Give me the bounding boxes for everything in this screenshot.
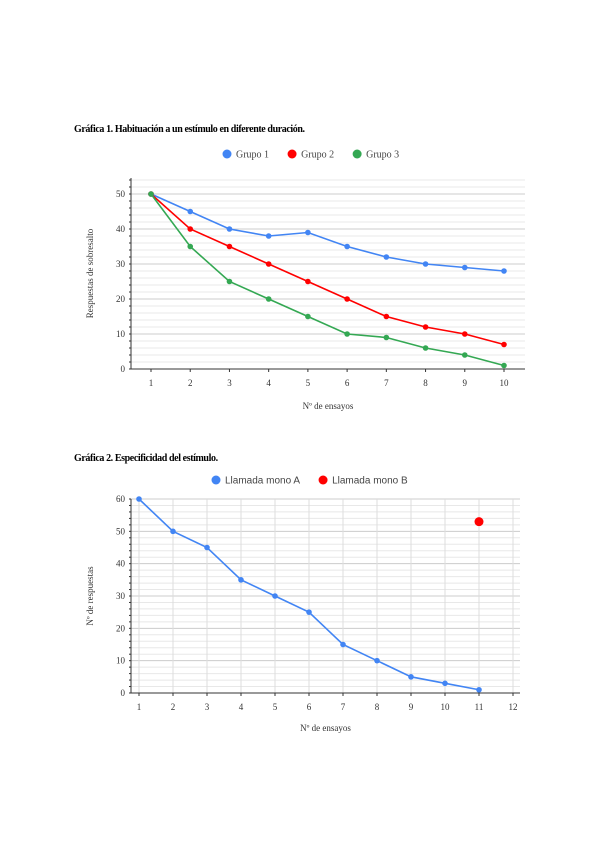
data-point xyxy=(374,657,380,664)
series-line-grupo-1 xyxy=(150,193,505,272)
data-point xyxy=(422,324,429,330)
data-point xyxy=(408,674,414,680)
x-tick-label: 6 xyxy=(345,378,350,388)
data-point xyxy=(476,686,482,693)
y-tick-label: 40 xyxy=(116,224,126,234)
legend-label: Grupo 3 xyxy=(366,150,399,161)
data-point xyxy=(383,334,390,341)
data-point xyxy=(383,313,390,320)
x-tick-label: 4 xyxy=(239,702,244,712)
data-point xyxy=(344,331,350,337)
data-point xyxy=(187,208,194,215)
y-tick-label: 50 xyxy=(116,526,126,536)
x-tick-label: 11 xyxy=(475,702,484,712)
x-tick-label: 10 xyxy=(500,378,510,388)
data-point xyxy=(148,191,154,197)
data-point xyxy=(187,226,194,232)
x-axis-label: Nº de ensayos xyxy=(303,401,354,411)
data-point xyxy=(501,341,507,348)
data-point xyxy=(305,229,311,236)
data-point xyxy=(226,226,233,232)
y-tick-label: 30 xyxy=(116,591,126,601)
data-point xyxy=(442,680,448,687)
y-tick-label: 0 xyxy=(121,688,126,698)
y-tick-label: 50 xyxy=(116,189,126,199)
data-point xyxy=(265,233,272,239)
data-point xyxy=(344,296,350,302)
x-tick-label: 5 xyxy=(306,378,311,388)
x-tick-label: 5 xyxy=(273,702,278,712)
data-point xyxy=(501,268,507,274)
data-point xyxy=(422,261,429,267)
x-tick-label: 8 xyxy=(423,378,428,388)
x-tick-label: 10 xyxy=(441,702,451,712)
data-point xyxy=(305,278,311,285)
x-axis-label: Nº de ensayos xyxy=(300,723,351,733)
legend-label: Grupo 2 xyxy=(301,150,334,161)
y-tick-label: 60 xyxy=(116,494,126,504)
data-point xyxy=(306,609,312,615)
y-axis-label: Nº de respuestas xyxy=(85,566,95,626)
data-point xyxy=(272,593,278,599)
data-point xyxy=(187,243,194,250)
legend-marker xyxy=(352,149,362,159)
data-point xyxy=(204,544,210,551)
data-point xyxy=(265,261,272,267)
legend-marker xyxy=(222,149,232,159)
data-point xyxy=(461,331,468,337)
chart-2-title: Gráfica 2. Especificidad del estímulo. xyxy=(74,453,218,464)
data-point xyxy=(238,577,244,583)
legend-marker xyxy=(211,475,221,485)
data-point xyxy=(474,517,484,527)
x-tick-label: 7 xyxy=(341,702,346,712)
legend-label: Llamada mono B xyxy=(332,476,408,487)
series-line-grupo-2 xyxy=(150,193,505,346)
data-point xyxy=(170,528,176,535)
y-axis-label: Respuestas de sobresalto xyxy=(85,228,95,318)
x-tick-label: 1 xyxy=(137,702,142,712)
y-tick-label: 0 xyxy=(121,364,126,374)
x-tick-label: 1 xyxy=(149,378,154,388)
legend-marker xyxy=(287,149,297,159)
legend-marker xyxy=(318,475,328,485)
x-tick-label: 2 xyxy=(171,702,176,712)
data-point xyxy=(265,296,272,302)
data-point xyxy=(340,641,346,648)
x-tick-label: 3 xyxy=(227,378,232,388)
data-point xyxy=(344,243,350,250)
x-tick-label: 2 xyxy=(188,378,193,388)
x-tick-label: 12 xyxy=(509,702,518,712)
x-tick-label: 9 xyxy=(409,702,414,712)
x-tick-label: 4 xyxy=(266,378,271,388)
data-point xyxy=(136,496,142,502)
legend-label: Grupo 1 xyxy=(236,150,269,161)
data-point xyxy=(461,264,468,271)
x-tick-label: 3 xyxy=(205,702,210,712)
data-point xyxy=(226,243,233,250)
x-tick-label: 7 xyxy=(384,378,389,388)
data-point xyxy=(461,352,468,358)
y-tick-label: 10 xyxy=(116,329,126,339)
data-point xyxy=(226,278,233,285)
data-point xyxy=(305,313,311,320)
y-tick-label: 30 xyxy=(116,259,126,269)
chart-1-title: Gráfica 1. Habituación a un estímulo en … xyxy=(74,124,305,135)
data-point xyxy=(422,345,429,351)
series-line-grupo-3 xyxy=(150,193,505,367)
y-tick-label: 10 xyxy=(116,656,126,666)
data-point xyxy=(501,362,507,369)
x-tick-label: 6 xyxy=(307,702,312,712)
legend-label: Llamada mono A xyxy=(225,476,300,487)
y-tick-label: 20 xyxy=(116,623,126,633)
data-point xyxy=(383,254,390,260)
x-tick-label: 9 xyxy=(463,378,468,388)
y-tick-label: 20 xyxy=(116,294,126,304)
x-tick-label: 8 xyxy=(375,702,380,712)
y-tick-label: 40 xyxy=(116,559,126,569)
